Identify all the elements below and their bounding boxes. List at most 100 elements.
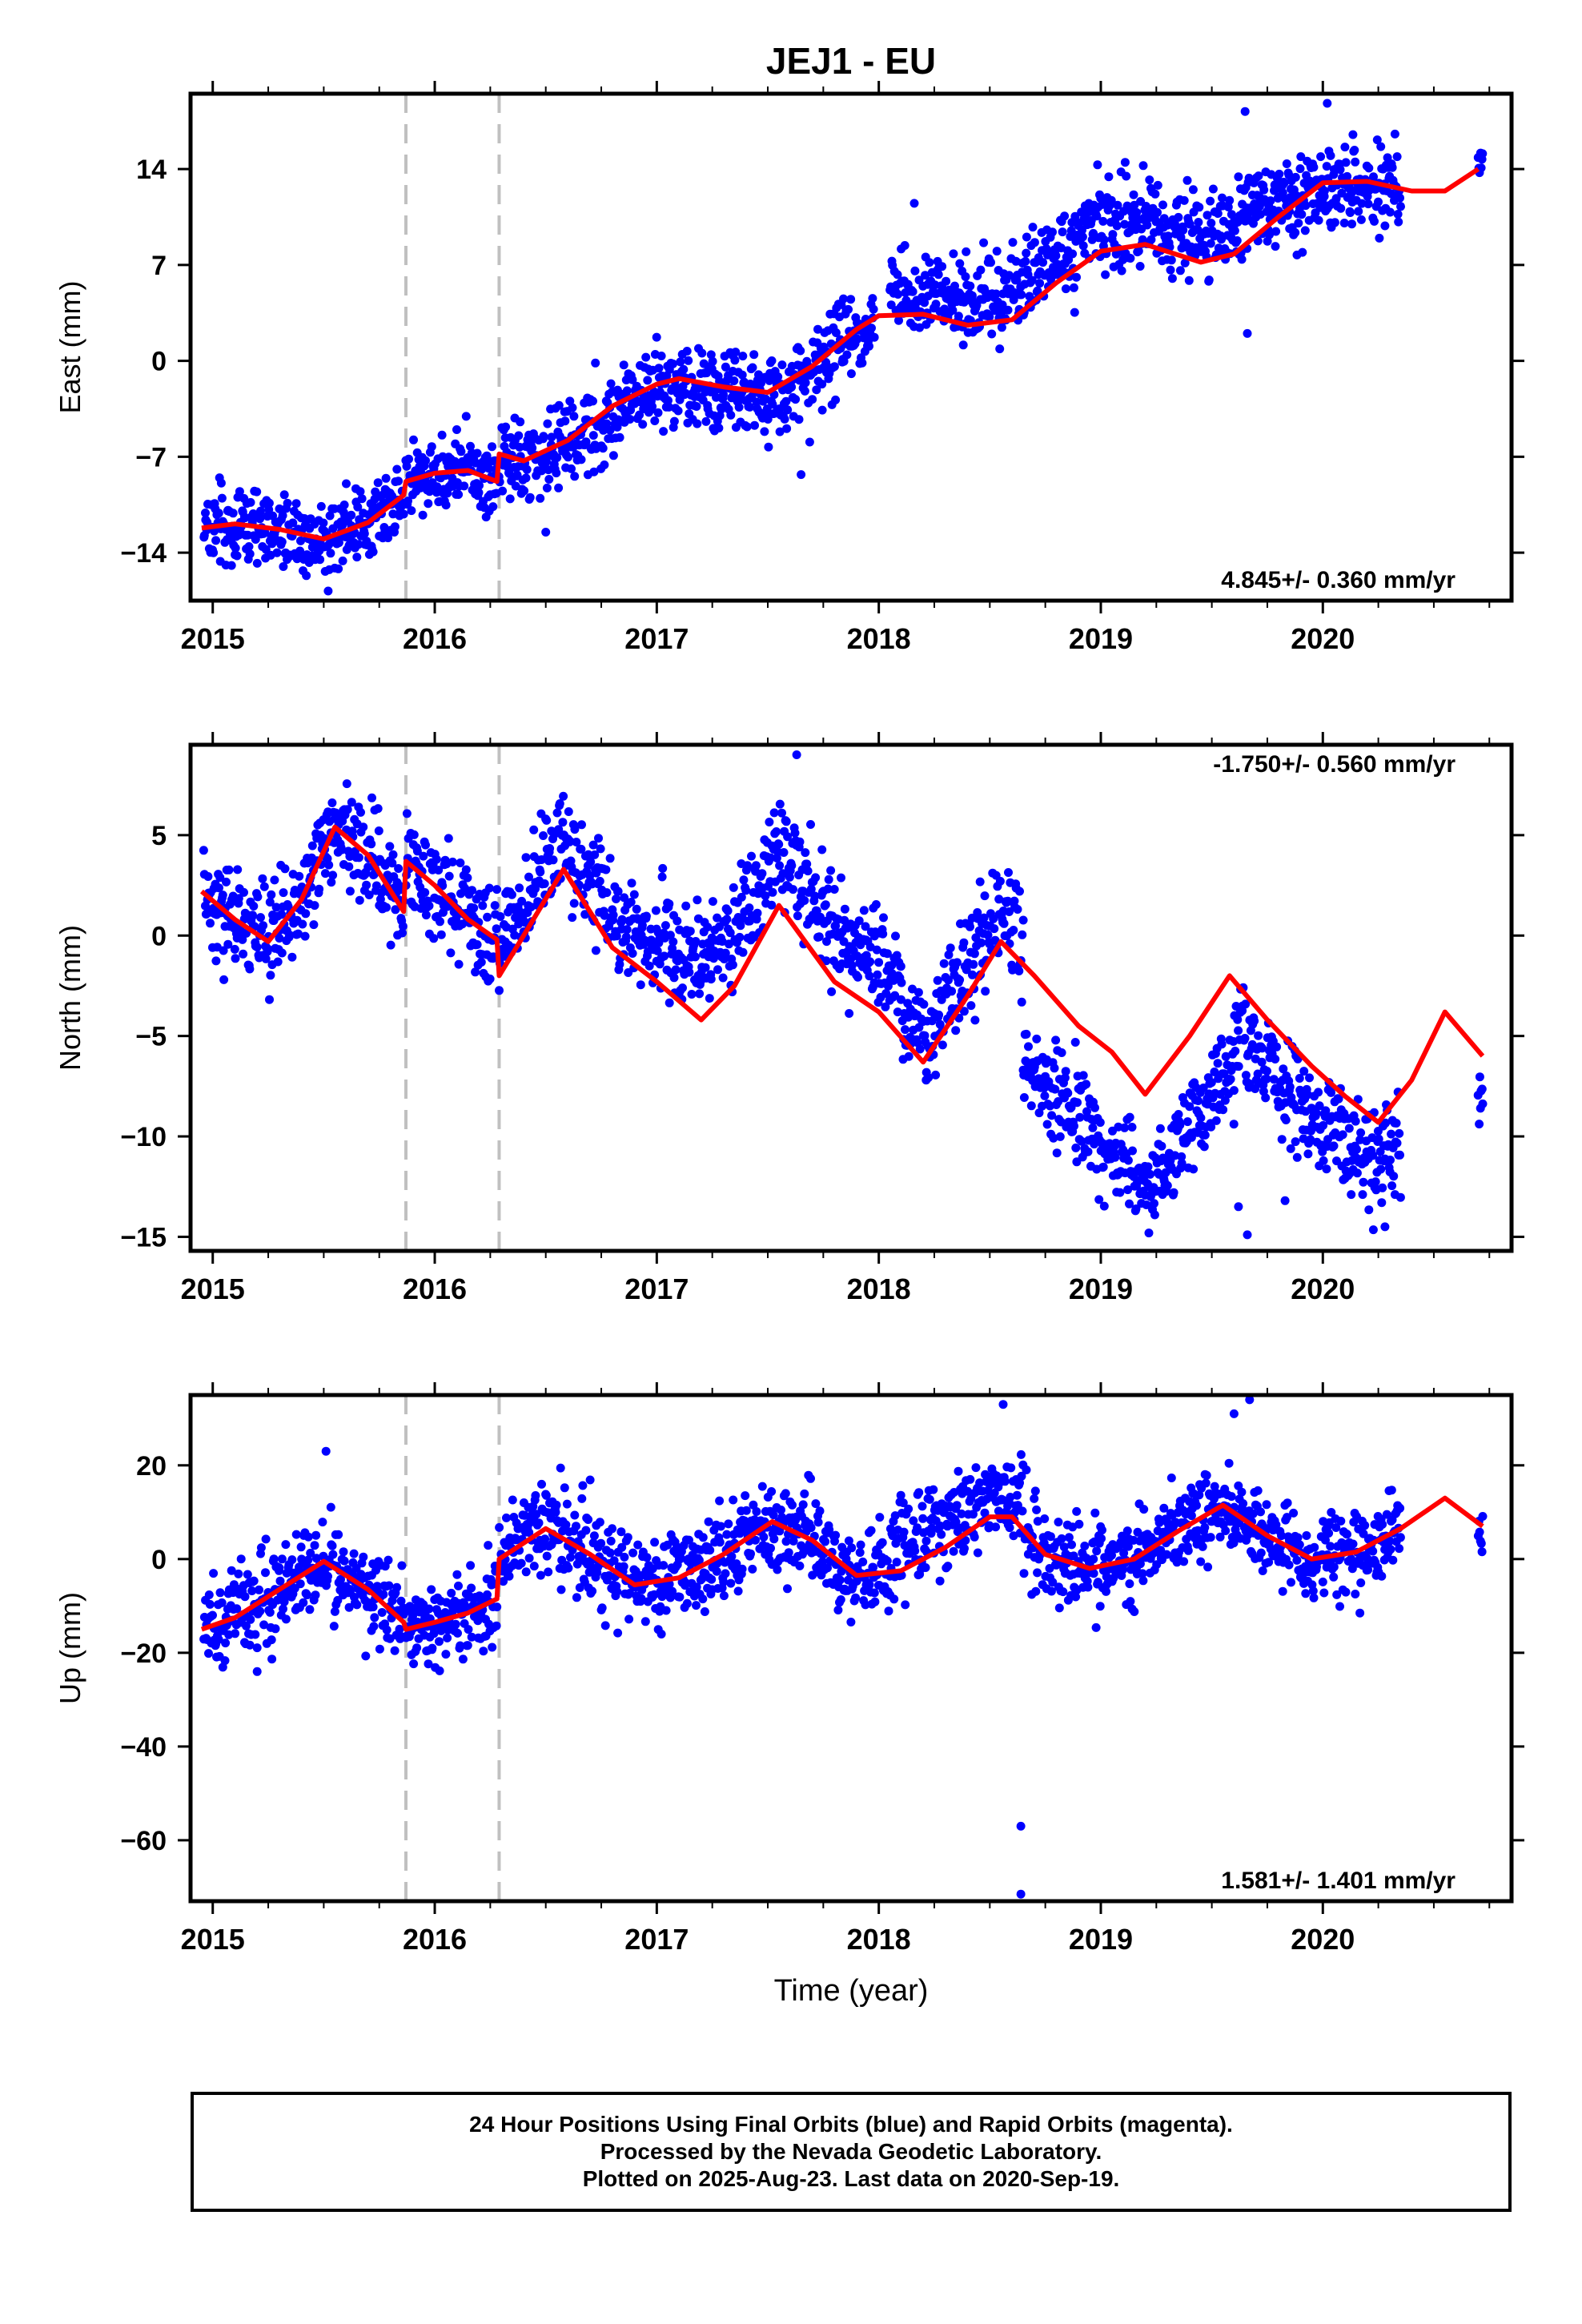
north-data-point [765, 818, 774, 826]
east-data-point [615, 432, 624, 442]
east-data-point [782, 424, 792, 433]
up-data-point [560, 1483, 569, 1493]
north-data-point [1162, 1181, 1172, 1190]
north-data-point [806, 884, 816, 894]
up-data-points [199, 1395, 1488, 1899]
north-data-point [1220, 1096, 1230, 1105]
east-data-point [216, 478, 226, 488]
north-data-point [1196, 1113, 1206, 1123]
north-data-point [769, 808, 779, 818]
up-data-point [467, 1632, 476, 1642]
north-data-point [669, 937, 678, 947]
east-data-point [726, 410, 736, 420]
up-data-point [1030, 1486, 1040, 1496]
up-data-point [299, 1598, 308, 1607]
north-data-point [1061, 1067, 1070, 1076]
up-data-point [351, 1563, 361, 1573]
up-data-point [326, 1502, 335, 1512]
north-data-point [703, 923, 713, 932]
up-data-point [231, 1629, 240, 1638]
up-data-point [245, 1640, 255, 1650]
east-data-point [1340, 143, 1350, 152]
east-data-point [962, 247, 971, 256]
up-data-point [1009, 1531, 1018, 1541]
east-data-point [752, 397, 761, 407]
up-data-point [606, 1536, 616, 1546]
up-data-point [991, 1522, 1001, 1532]
east-data-point [684, 356, 693, 365]
north-data-point [1358, 1190, 1367, 1200]
north-data-point [294, 929, 303, 939]
y-tick-label: 0 [151, 921, 167, 951]
east-data-point [1166, 265, 1175, 275]
north-data-point [1034, 1108, 1044, 1118]
east-data-point [1350, 146, 1359, 155]
up-data-point [608, 1524, 617, 1534]
up-data-point [1057, 1534, 1066, 1543]
north-data-point [612, 895, 620, 903]
east-data-point [829, 362, 839, 372]
north-data-point [484, 883, 494, 893]
up-data-point [329, 1622, 339, 1631]
north-data-point [1303, 1090, 1312, 1100]
up-data-point [441, 1650, 451, 1659]
north-data-point [665, 899, 674, 909]
north-data-point [814, 932, 824, 942]
east-data-point [373, 478, 383, 488]
north-data-point [865, 957, 875, 967]
east-data-point [437, 430, 447, 440]
north-data-point [347, 798, 356, 807]
east-data-point [1175, 266, 1185, 275]
north-data-point [270, 875, 279, 885]
north-data-point [309, 920, 319, 930]
east-data-point [1278, 188, 1287, 198]
north-data-point [1158, 1153, 1168, 1163]
up-data-point [759, 1532, 769, 1542]
east-data-point [1113, 200, 1122, 210]
up-data-point [727, 1552, 737, 1561]
east-data-point [315, 555, 325, 565]
x-tick-label: 2020 [1291, 622, 1355, 655]
north-data-point [1017, 997, 1026, 1007]
north-data-point [1221, 1051, 1231, 1061]
north-outlier-point [1380, 1222, 1390, 1232]
east-data-point [1271, 227, 1281, 236]
east-data-point [1354, 207, 1363, 216]
north-data-point [779, 848, 789, 857]
north-data-point [1229, 1086, 1239, 1096]
up-data-point [261, 1568, 270, 1578]
up-data-point [205, 1599, 215, 1609]
north-data-point [256, 913, 265, 923]
east-data-point [264, 498, 274, 508]
north-data-point [219, 946, 228, 955]
north-data-point [931, 1070, 941, 1080]
north-data-point [695, 989, 705, 999]
north-data-point [920, 1031, 930, 1040]
east-data-point [831, 328, 841, 337]
north-data-point [1254, 1031, 1263, 1040]
east-data-point [1180, 258, 1190, 267]
up-data-point [817, 1557, 827, 1566]
east-data-point [591, 358, 600, 368]
north-data-point [743, 861, 752, 870]
north-data-point [1217, 1039, 1227, 1049]
north-data-point [896, 995, 905, 1004]
east-data-point [1207, 219, 1216, 228]
up-data-point [751, 1535, 760, 1545]
north-data-point [800, 896, 809, 905]
east-data-point [813, 324, 822, 334]
up-data-point [370, 1613, 379, 1622]
north-data-point [448, 857, 457, 866]
up-data-point [656, 1630, 666, 1638]
up-data-point [368, 1602, 378, 1612]
up-data-point [980, 1508, 990, 1518]
up-data-point [537, 1479, 546, 1489]
north-data-point [485, 974, 495, 983]
east-data-point [1291, 172, 1300, 182]
east-data-point [1275, 169, 1284, 179]
north-data-point [826, 866, 836, 875]
north-data-point [879, 913, 888, 923]
north-data-point [617, 915, 627, 924]
up-data-point [858, 1557, 868, 1566]
north-data-points [199, 750, 1488, 1240]
